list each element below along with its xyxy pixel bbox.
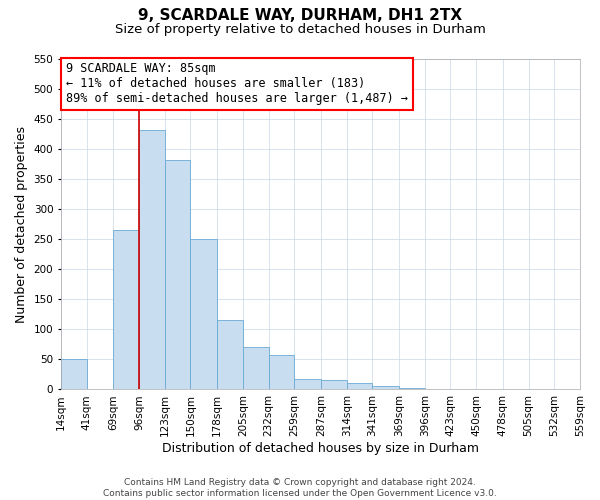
- Bar: [373, 386, 399, 390]
- Bar: [399, 388, 425, 390]
- Bar: [190, 240, 217, 390]
- Bar: [243, 348, 269, 390]
- Text: 9, SCARDALE WAY, DURHAM, DH1 2TX: 9, SCARDALE WAY, DURHAM, DH1 2TX: [138, 8, 462, 22]
- Bar: [269, 354, 294, 390]
- Bar: [139, 130, 165, 390]
- Bar: [294, 378, 321, 390]
- Bar: [476, 389, 503, 390]
- Y-axis label: Number of detached properties: Number of detached properties: [15, 126, 28, 322]
- Bar: [217, 320, 243, 390]
- X-axis label: Distribution of detached houses by size in Durham: Distribution of detached houses by size …: [162, 442, 479, 455]
- Bar: [554, 389, 580, 390]
- Bar: [61, 360, 86, 390]
- Text: Size of property relative to detached houses in Durham: Size of property relative to detached ho…: [115, 22, 485, 36]
- Text: Contains HM Land Registry data © Crown copyright and database right 2024.
Contai: Contains HM Land Registry data © Crown c…: [103, 478, 497, 498]
- Bar: [113, 230, 139, 390]
- Text: 9 SCARDALE WAY: 85sqm
← 11% of detached houses are smaller (183)
89% of semi-det: 9 SCARDALE WAY: 85sqm ← 11% of detached …: [66, 62, 408, 106]
- Bar: [321, 380, 347, 390]
- Bar: [347, 384, 373, 390]
- Bar: [165, 160, 190, 390]
